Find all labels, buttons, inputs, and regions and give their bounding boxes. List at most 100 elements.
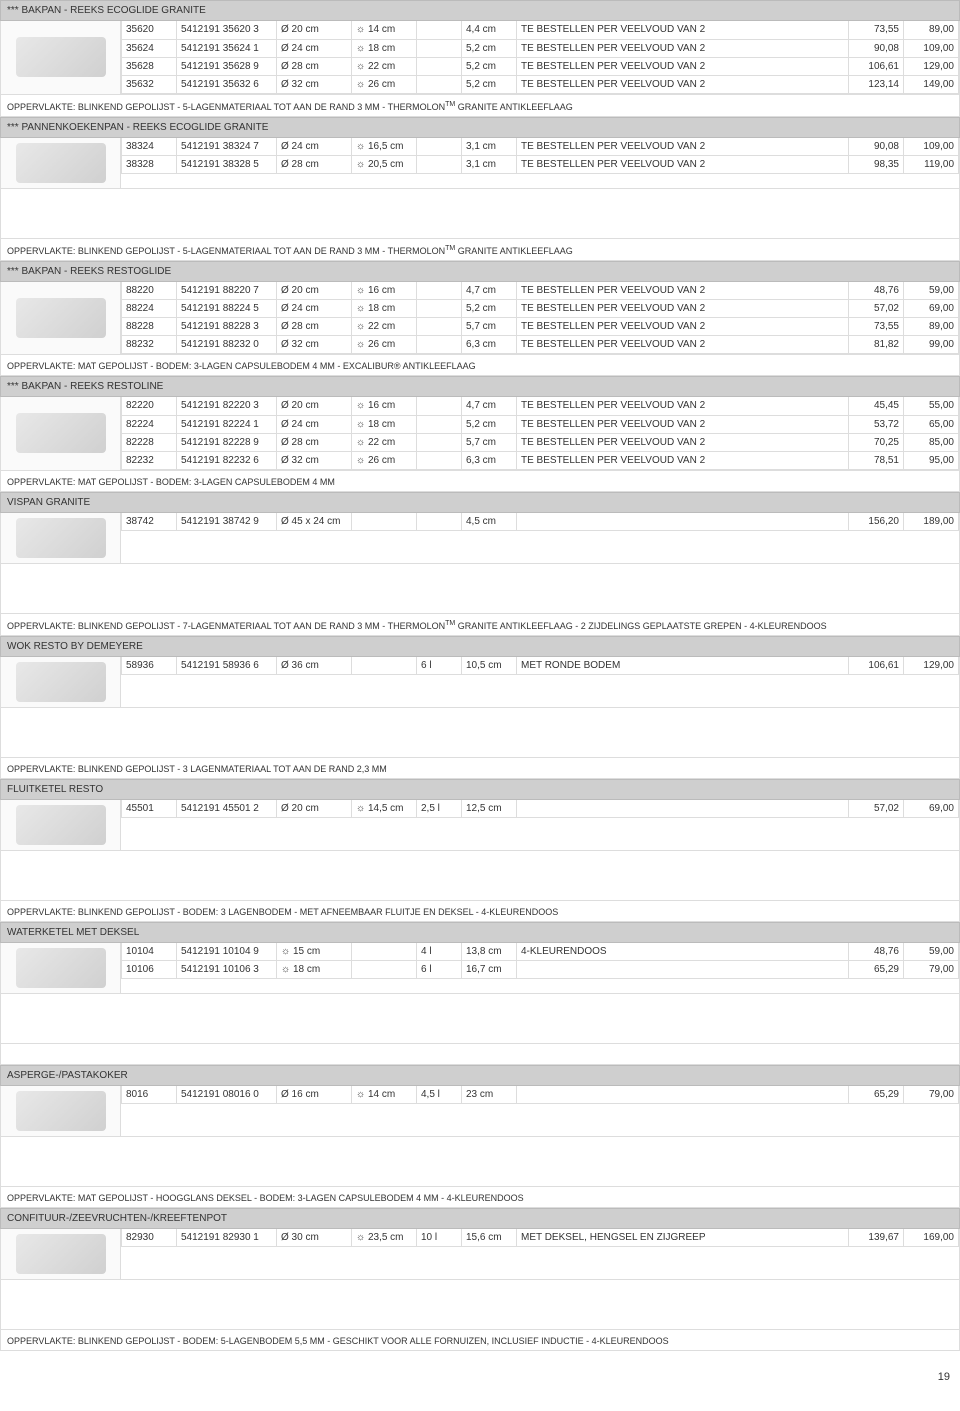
price2-cell: 119,00	[904, 156, 959, 174]
ean-cell: 5412191 82232 6	[177, 451, 277, 469]
price2-cell: 69,00	[904, 800, 959, 818]
price1-cell: 65,29	[849, 1086, 904, 1104]
description-cell: TE BESTELLEN PER VEELVOUD VAN 2	[517, 300, 849, 318]
table-row: 383245412191 38324 7Ø 24 cm☼ 16,5 cm3,1 …	[122, 138, 959, 156]
dim2-cell: ☼ 14,5 cm	[352, 800, 417, 818]
price2-cell: 109,00	[904, 39, 959, 57]
dim4-cell: 15,6 cm	[462, 1229, 517, 1247]
section-note: OPPERVLAKTE: BLINKEND GEPOLIJST - 7-LAGE…	[0, 614, 960, 636]
price1-cell: 73,55	[849, 21, 904, 39]
product-image-cell	[1, 657, 121, 707]
description-cell: TE BESTELLEN PER VEELVOUD VAN 2	[517, 336, 849, 354]
price1-cell: 70,25	[849, 433, 904, 451]
code-cell: 38742	[122, 513, 177, 531]
description-cell: TE BESTELLEN PER VEELVOUD VAN 2	[517, 75, 849, 93]
product-block: 80165412191 08016 0Ø 16 cm☼ 14 cm4,5 l23…	[0, 1086, 960, 1137]
dim2-cell	[352, 513, 417, 531]
dim4-cell: 13,8 cm	[462, 943, 517, 961]
ean-cell: 5412191 88228 3	[177, 318, 277, 336]
product-table: 589365412191 58936 6Ø 36 cm6 l10,5 cmMET…	[121, 657, 959, 676]
dim2-cell	[352, 961, 417, 979]
dim3-cell	[417, 138, 462, 156]
price1-cell: 98,35	[849, 156, 904, 174]
dim4-cell: 5,7 cm	[462, 433, 517, 451]
ean-cell: 5412191 10104 9	[177, 943, 277, 961]
product-image-placeholder	[16, 413, 106, 453]
code-cell: 35632	[122, 75, 177, 93]
diameter-cell: ☼ 15 cm	[277, 943, 352, 961]
table-row: 356325412191 35632 6Ø 32 cm☼ 26 cm5,2 cm…	[122, 75, 959, 93]
code-cell: 45501	[122, 800, 177, 818]
product-image-cell	[1, 800, 121, 850]
section-header: *** PANNENKOEKENPAN - REEKS ECOGLIDE GRA…	[0, 117, 960, 138]
dim4-cell: 12,5 cm	[462, 800, 517, 818]
ean-cell: 5412191 08016 0	[177, 1086, 277, 1104]
ean-cell: 5412191 82930 1	[177, 1229, 277, 1247]
product-image-placeholder	[16, 1091, 106, 1131]
ean-cell: 5412191 82224 1	[177, 415, 277, 433]
ean-cell: 5412191 35632 6	[177, 75, 277, 93]
price2-cell: 79,00	[904, 1086, 959, 1104]
description-cell: TE BESTELLEN PER VEELVOUD VAN 2	[517, 415, 849, 433]
dim3-cell	[417, 282, 462, 300]
product-table: 387425412191 38742 9Ø 45 x 24 cm4,5 cm15…	[121, 513, 959, 532]
code-cell: 88228	[122, 318, 177, 336]
price2-cell: 109,00	[904, 138, 959, 156]
dim4-cell: 4,5 cm	[462, 513, 517, 531]
description-cell	[517, 961, 849, 979]
product-image-placeholder	[16, 518, 106, 558]
spacer-block	[0, 1137, 960, 1187]
dim2-cell	[352, 657, 417, 675]
diameter-cell: Ø 36 cm	[277, 657, 352, 675]
dim4-cell: 6,3 cm	[462, 336, 517, 354]
ean-cell: 5412191 35628 9	[177, 57, 277, 75]
dim4-cell: 23 cm	[462, 1086, 517, 1104]
price2-cell: 99,00	[904, 336, 959, 354]
product-image-cell	[1, 282, 121, 355]
dim3-cell	[417, 300, 462, 318]
section-note: OPPERVLAKTE: BLINKEND GEPOLIJST - 5-LAGE…	[0, 239, 960, 261]
price1-cell: 106,61	[849, 657, 904, 675]
dim3-cell	[417, 336, 462, 354]
price2-cell: 95,00	[904, 451, 959, 469]
diameter-cell: Ø 28 cm	[277, 57, 352, 75]
diameter-cell: Ø 28 cm	[277, 433, 352, 451]
price1-cell: 90,08	[849, 39, 904, 57]
table-row: 383285412191 38328 5Ø 28 cm☼ 20,5 cm3,1 …	[122, 156, 959, 174]
price2-cell: 89,00	[904, 21, 959, 39]
product-image-placeholder	[16, 37, 106, 77]
dim4-cell: 5,2 cm	[462, 57, 517, 75]
section-note: OPPERVLAKTE: MAT GEPOLIJST - BODEM: 3-LA…	[0, 355, 960, 376]
product-image-cell	[1, 1229, 121, 1279]
product-table: 101045412191 10104 9☼ 15 cm4 l13,8 cm4-K…	[121, 943, 959, 980]
table-row: 356205412191 35620 3Ø 20 cm☼ 14 cm4,4 cm…	[122, 21, 959, 39]
spacer-block	[0, 189, 960, 239]
price1-cell: 48,76	[849, 282, 904, 300]
code-cell: 58936	[122, 657, 177, 675]
description-cell: 4-KLEURENDOOS	[517, 943, 849, 961]
dim4-cell: 10,5 cm	[462, 657, 517, 675]
diameter-cell: Ø 32 cm	[277, 336, 352, 354]
diameter-cell: Ø 20 cm	[277, 282, 352, 300]
dim2-cell: ☼ 18 cm	[352, 415, 417, 433]
spacer-block	[0, 708, 960, 758]
section-note: OPPERVLAKTE: BLINKEND GEPOLIJST - 3 LAGE…	[0, 758, 960, 779]
table-row: 356245412191 35624 1Ø 24 cm☼ 18 cm5,2 cm…	[122, 39, 959, 57]
price1-cell: 139,67	[849, 1229, 904, 1247]
dim2-cell: ☼ 20,5 cm	[352, 156, 417, 174]
section-note: OPPERVLAKTE: BLINKEND GEPOLIJST - BODEM:…	[0, 1330, 960, 1351]
product-image-placeholder	[16, 143, 106, 183]
dim2-cell: ☼ 26 cm	[352, 336, 417, 354]
price2-cell: 89,00	[904, 318, 959, 336]
dim4-cell: 5,2 cm	[462, 415, 517, 433]
dim2-cell: ☼ 22 cm	[352, 318, 417, 336]
product-table: 383245412191 38324 7Ø 24 cm☼ 16,5 cm3,1 …	[121, 138, 959, 175]
section-header: WOK RESTO BY DEMEYERE	[0, 636, 960, 657]
dim2-cell: ☼ 16,5 cm	[352, 138, 417, 156]
description-cell: TE BESTELLEN PER VEELVOUD VAN 2	[517, 282, 849, 300]
dim2-cell: ☼ 22 cm	[352, 433, 417, 451]
price1-cell: 90,08	[849, 138, 904, 156]
diameter-cell: Ø 20 cm	[277, 397, 352, 415]
product-block: 829305412191 82930 1Ø 30 cm☼ 23,5 cm10 l…	[0, 1229, 960, 1280]
dim4-cell: 4,7 cm	[462, 282, 517, 300]
